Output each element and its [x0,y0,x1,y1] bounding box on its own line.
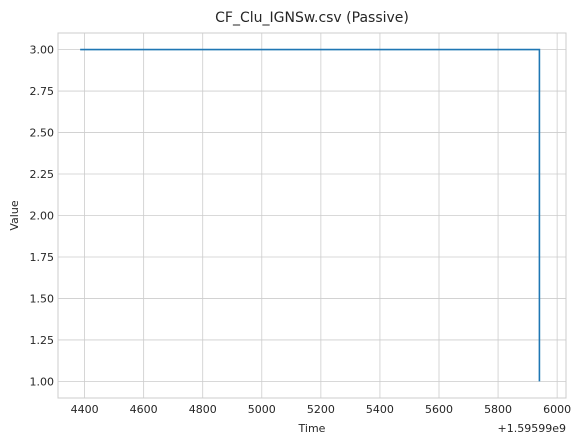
x-tick-label: 5800 [484,403,512,416]
x-tick-label: 4800 [189,403,217,416]
chart-title: CF_Clu_IGNSw.csv (Passive) [215,10,409,26]
grid [58,33,566,398]
x-tick-label: 5600 [425,403,453,416]
plot-frame [57,32,567,399]
y-tick-label: 3.00 [30,44,55,57]
y-tick-label: 1.00 [30,375,55,388]
x-tick-label: 6000 [543,403,571,416]
y-tick-label: 1.75 [30,251,55,264]
y-axis-label: Value [8,200,21,230]
y-tick-label: 1.25 [30,334,55,347]
y-tick-label: 2.25 [30,168,55,181]
x-tick-label: 5000 [248,403,276,416]
series-line [80,48,541,382]
y-axis-ticks: 1.00 1.25 1.50 1.75 2.00 2.25 2.50 2.75 3.00 [30,44,55,389]
x-axis-label: Time [298,422,326,435]
x-tick-label: 4600 [130,403,158,416]
x-axis-ticks: 4400 4600 4800 5000 5200 5400 5600 5800 6000 [71,403,572,416]
x-tick-label: 4400 [71,403,99,416]
x-axis-offset-label: +1.59599e9 [498,422,566,435]
x-tick-label: 5200 [307,403,335,416]
x-tick-label: 5400 [366,403,394,416]
series-layer [80,48,541,382]
y-tick-label: 1.50 [30,292,55,305]
y-tick-label: 2.50 [30,127,55,140]
y-tick-label: 2.00 [30,210,55,223]
y-tick-label: 2.75 [30,85,55,98]
